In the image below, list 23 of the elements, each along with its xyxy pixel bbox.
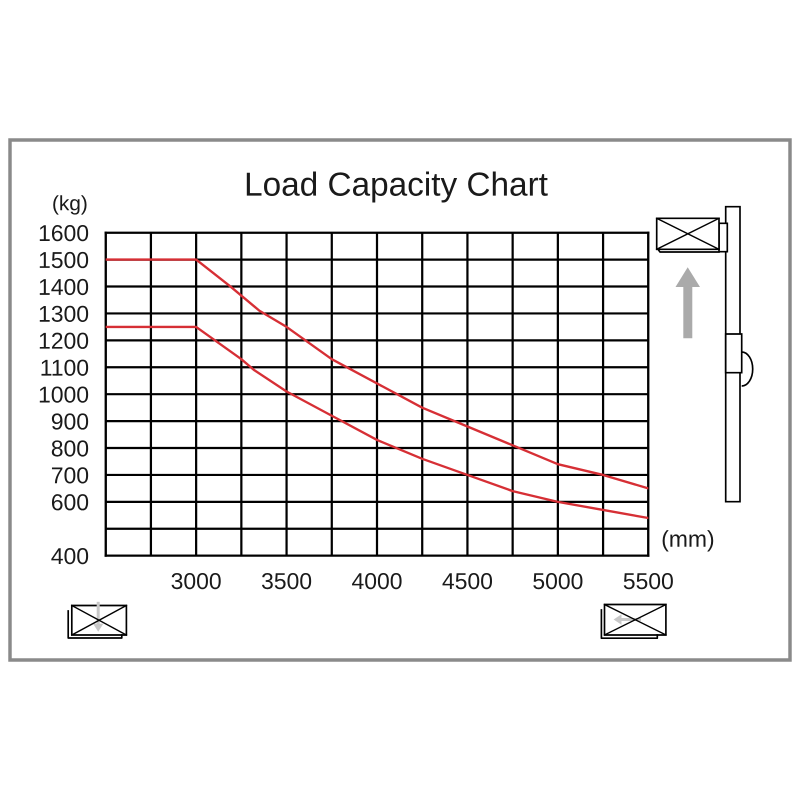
y-axis-title: (kg)	[53, 195, 87, 215]
y-tick-label: 400	[51, 548, 88, 564]
x-tick-label: 4000	[352, 572, 402, 590]
y-tick-label: 1500	[40, 252, 88, 268]
x-tick-label: 5500	[624, 572, 673, 590]
y-tick-label: 1000	[40, 386, 88, 403]
y-tick-label: 800	[52, 440, 88, 457]
line-series	[106, 258, 648, 490]
y-tick-label: 1200	[40, 332, 88, 349]
x-axis-title: (mm)	[662, 530, 714, 552]
y-tick-label: 700	[52, 467, 88, 484]
y-tick-label: 1300	[40, 306, 88, 322]
chart-title: Load Capacity Chart	[246, 171, 548, 203]
x-tick-label: 5000	[533, 572, 582, 590]
y-tick-label: 1400	[40, 278, 88, 296]
y-tick-label: 1600	[40, 225, 88, 242]
y-tick-label: 600	[52, 494, 88, 510]
x-tick-label: 4500	[442, 572, 492, 590]
x-tick-label: 3500	[262, 572, 312, 590]
line-series	[106, 326, 648, 520]
y-tick-label: 900	[52, 413, 88, 430]
x-tick-label: 3000	[172, 572, 221, 590]
y-tick-label: 1100	[41, 360, 88, 376]
